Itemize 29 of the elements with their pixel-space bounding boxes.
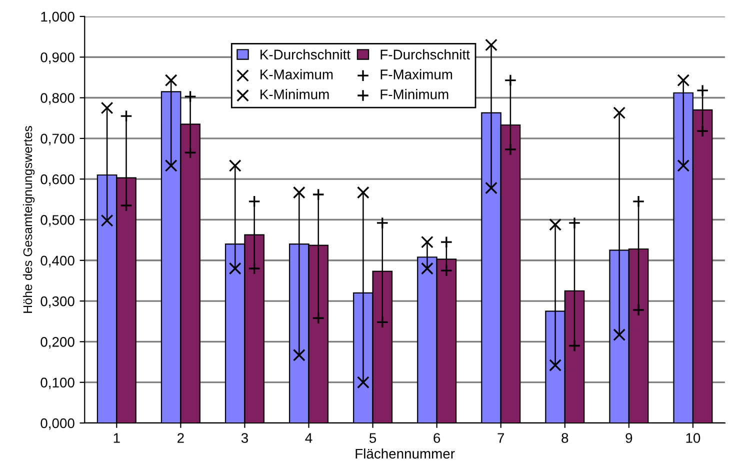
y-tick-label: 0,700	[40, 134, 74, 146]
x-tick-label: 6	[434, 433, 440, 443]
x-tick-label: 7	[498, 433, 504, 443]
legend-label: K-Minimum	[260, 89, 329, 100]
legend-label: F-Maximum	[380, 69, 452, 80]
x-tick-label: 5	[369, 433, 376, 443]
x-tick-label: 4	[305, 433, 312, 443]
x-tick-label: 2	[178, 433, 184, 443]
legend-label: F-Minimum	[380, 89, 448, 100]
legend-label: K-Durchschnitt	[260, 49, 350, 60]
legend-label: F-Durchschnitt	[380, 49, 470, 60]
x-tick-label: 10	[686, 433, 700, 443]
y-tick-label: 0,900	[40, 52, 74, 64]
x-axis-title: Flächennummer	[356, 448, 455, 459]
y-axis-title: Höhe des Gesamteignungswertes	[22, 126, 35, 313]
y-tick-label: 0,600	[40, 174, 74, 186]
x-tick-label: 3	[241, 433, 248, 443]
x-tick-label: 1	[114, 433, 120, 443]
x-tick-label: 8	[562, 433, 568, 443]
y-tick-label: 0,100	[40, 378, 74, 390]
x-tick-label: 9	[626, 433, 632, 443]
y-tick-label: 0,500	[40, 215, 74, 227]
y-tick-label: 0,300	[40, 296, 74, 308]
y-tick-label: 1,000	[41, 12, 74, 24]
legend-label: K-Maximum	[260, 69, 333, 80]
y-tick-label: 0,800	[40, 93, 74, 105]
y-tick-label: 0,400	[40, 256, 74, 268]
y-tick-label: 0,200	[40, 337, 74, 348]
y-tick-label: 0,000	[40, 418, 74, 430]
